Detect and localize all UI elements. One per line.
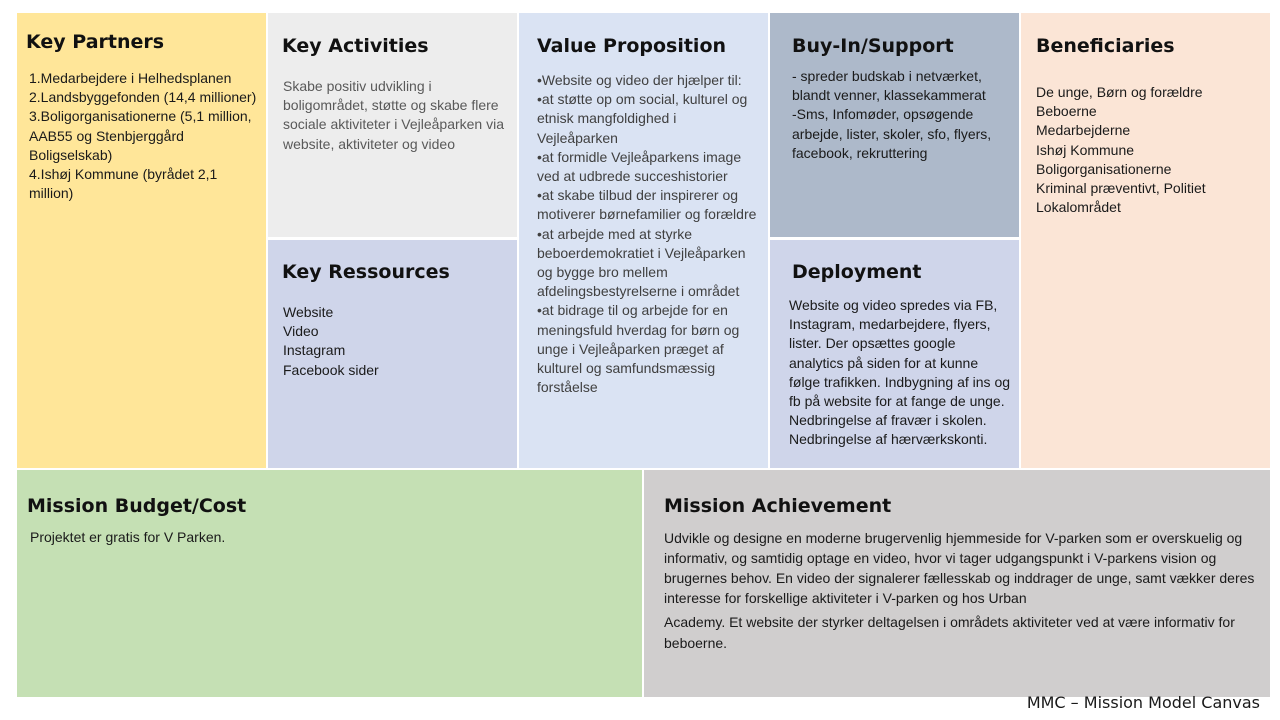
mission-achievement-text-2: Academy. Et website der styrker deltagel…	[664, 614, 1235, 651]
key-partners-title: Key Partners	[26, 31, 165, 53]
key-resources-text: Website Video Instagram Facebook sider	[283, 304, 379, 378]
key-activities-text: Skabe positiv udvikling i boligområdet, …	[283, 78, 505, 152]
key-partners-panel: Key Partners 1.Medarbejdere i Helhedspla…	[17, 13, 266, 468]
key-resources-panel: Key Ressources Website Video Instagram F…	[268, 240, 517, 468]
deployment-text: Website og video spredes via FB, Instagr…	[789, 297, 1011, 448]
mission-achievement-title: Mission Achievement	[664, 495, 892, 517]
key-activities-title: Key Activities	[282, 35, 429, 57]
value-proposition-title: Value Proposition	[537, 35, 727, 57]
mission-budget-title: Mission Budget/Cost	[27, 495, 247, 517]
value-proposition-panel: Value Proposition •Website og video der …	[519, 13, 768, 468]
canvas-footer-label: MMC – Mission Model Canvas	[1026, 693, 1260, 712]
value-proposition-text: •Website og video der hjælper til: •at s…	[537, 72, 757, 396]
beneficiaries-panel: Beneficiaries De unge, Børn og forældre …	[1021, 13, 1270, 468]
mission-achievement-text-1: Udvikle og designe en moderne brugervenl…	[664, 530, 1255, 606]
mission-budget-panel: Mission Budget/Cost Projektet er gratis …	[17, 470, 642, 697]
buy-in-support-title: Buy-In/Support	[792, 35, 954, 57]
deployment-panel: Deployment Website og video spredes via …	[770, 240, 1019, 468]
buy-in-support-text: - spreder budskab i netværket, blandt ve…	[792, 68, 992, 161]
mission-budget-text: Projektet er gratis for V Parken.	[30, 529, 226, 545]
beneficiaries-text: De unge, Børn og forældre Beboerne Medar…	[1036, 84, 1206, 216]
buy-in-support-panel: Buy-In/Support - spreder budskab i netvæ…	[770, 13, 1019, 237]
key-resources-title: Key Ressources	[282, 261, 450, 283]
beneficiaries-title: Beneficiaries	[1036, 35, 1175, 57]
deployment-title: Deployment	[792, 261, 922, 283]
mission-achievement-panel: Mission Achievement Udvikle og designe e…	[644, 470, 1270, 697]
key-partners-text: 1.Medarbejdere i Helhedsplanen 2.Landsby…	[29, 70, 257, 202]
key-activities-panel: Key Activities Skabe positiv udvikling i…	[268, 13, 517, 237]
